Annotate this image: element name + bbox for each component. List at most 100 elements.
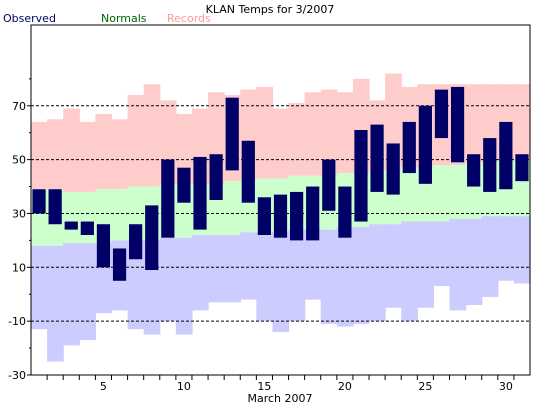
observed-bar bbox=[80, 221, 94, 235]
record-low-band bbox=[352, 226, 370, 324]
legend-observed: Observed bbox=[3, 12, 56, 25]
record-low-band bbox=[481, 216, 499, 297]
record-high-band bbox=[513, 84, 531, 160]
y-tick-label: -10 bbox=[8, 315, 26, 328]
observed-bar bbox=[48, 189, 62, 225]
observed-bar bbox=[515, 154, 529, 182]
normal-band bbox=[449, 165, 467, 219]
record-low-band bbox=[159, 237, 177, 322]
record-low-band bbox=[288, 229, 306, 322]
record-low-band bbox=[224, 235, 241, 303]
record-high-band bbox=[288, 103, 306, 176]
observed-bar bbox=[483, 138, 497, 192]
observed-bar bbox=[402, 121, 416, 174]
record-low-band bbox=[208, 235, 225, 303]
x-tick-label: 5 bbox=[100, 380, 107, 393]
record-low-band bbox=[47, 245, 64, 362]
record-low-band bbox=[336, 226, 354, 327]
record-low-band bbox=[385, 224, 402, 308]
observed-bar bbox=[354, 130, 368, 222]
y-tick-label: 50 bbox=[12, 154, 26, 167]
observed-bar bbox=[96, 224, 111, 268]
record-low-band bbox=[175, 237, 193, 335]
observed-bar bbox=[386, 143, 400, 195]
record-high-band bbox=[111, 119, 129, 190]
x-tick-label: 10 bbox=[177, 380, 191, 393]
record-low-band bbox=[369, 224, 386, 322]
observed-bar bbox=[370, 124, 384, 192]
record-high-band bbox=[175, 113, 193, 184]
observed-bar bbox=[112, 248, 127, 281]
record-high-band bbox=[304, 92, 322, 176]
x-tick-label: 25 bbox=[418, 380, 432, 393]
legend-normals: Normals bbox=[101, 12, 147, 25]
record-high-band bbox=[95, 113, 113, 190]
observed-bar bbox=[450, 86, 465, 163]
record-high-band bbox=[256, 86, 274, 179]
record-low-band bbox=[63, 243, 80, 346]
record-low-band bbox=[304, 229, 322, 300]
observed-bar bbox=[467, 154, 481, 187]
observed-bar bbox=[241, 140, 255, 203]
record-low-band bbox=[465, 218, 483, 305]
record-high-band bbox=[47, 119, 64, 190]
observed-bar bbox=[434, 89, 449, 139]
observed-bar bbox=[177, 167, 191, 203]
y-tick-label: 70 bbox=[12, 100, 26, 113]
observed-bar bbox=[289, 191, 304, 241]
x-tick-label: 15 bbox=[257, 380, 271, 393]
y-tick-label: 10 bbox=[12, 261, 26, 274]
record-low-band bbox=[449, 218, 467, 311]
observed-bar bbox=[418, 105, 432, 184]
record-high-band bbox=[31, 121, 48, 190]
observed-bar bbox=[225, 97, 239, 171]
record-low-band bbox=[256, 232, 274, 322]
record-low-band bbox=[240, 232, 257, 300]
normal-band bbox=[224, 181, 241, 235]
axes: -30 -10 10 30 50 70 5 10 15 20 25 30 bbox=[8, 24, 531, 393]
record-low-band bbox=[401, 221, 418, 322]
observed-bar bbox=[338, 186, 352, 238]
x-tick-label: 20 bbox=[338, 380, 352, 393]
observed-bar bbox=[257, 197, 272, 235]
observed-bar bbox=[32, 189, 46, 214]
record-high-band bbox=[63, 108, 80, 192]
legend-records: Records bbox=[167, 12, 211, 25]
normal-band bbox=[111, 189, 129, 241]
record-high-band bbox=[320, 89, 338, 176]
observed-bar bbox=[145, 205, 159, 270]
normal-band bbox=[433, 165, 451, 222]
record-low-band bbox=[320, 229, 338, 324]
y-tick-label: -30 bbox=[8, 369, 26, 382]
chart-title: KLAN Temps for 3/2007 bbox=[206, 3, 335, 16]
observed-bar bbox=[129, 224, 143, 260]
normal-band bbox=[401, 167, 418, 222]
record-low-band bbox=[433, 221, 451, 287]
record-low-band bbox=[79, 243, 96, 340]
record-high-band bbox=[465, 84, 483, 163]
plot-frame bbox=[30, 24, 531, 376]
x-tick-label: 30 bbox=[499, 380, 513, 393]
record-high-band bbox=[127, 95, 145, 187]
record-low-band bbox=[31, 245, 48, 330]
observed-bar bbox=[64, 221, 78, 230]
record-low-band bbox=[272, 232, 290, 332]
record-high-band bbox=[336, 92, 354, 174]
observed-bar bbox=[273, 194, 288, 238]
record-high-band bbox=[272, 108, 290, 179]
record-low-band bbox=[417, 221, 435, 308]
record-low-band bbox=[127, 240, 145, 330]
x-axis-label: March 2007 bbox=[247, 392, 312, 405]
normal-band bbox=[63, 191, 80, 244]
record-low-band bbox=[497, 216, 515, 281]
normal-band bbox=[79, 191, 96, 244]
record-low-band bbox=[191, 235, 209, 311]
record-high-band bbox=[79, 121, 96, 192]
observed-bar bbox=[499, 121, 513, 190]
record-low-band bbox=[513, 216, 531, 284]
y-tick-label: 30 bbox=[12, 207, 26, 220]
record-high-band bbox=[143, 84, 161, 187]
observed-bar bbox=[322, 159, 336, 211]
observed-bar bbox=[161, 159, 175, 238]
